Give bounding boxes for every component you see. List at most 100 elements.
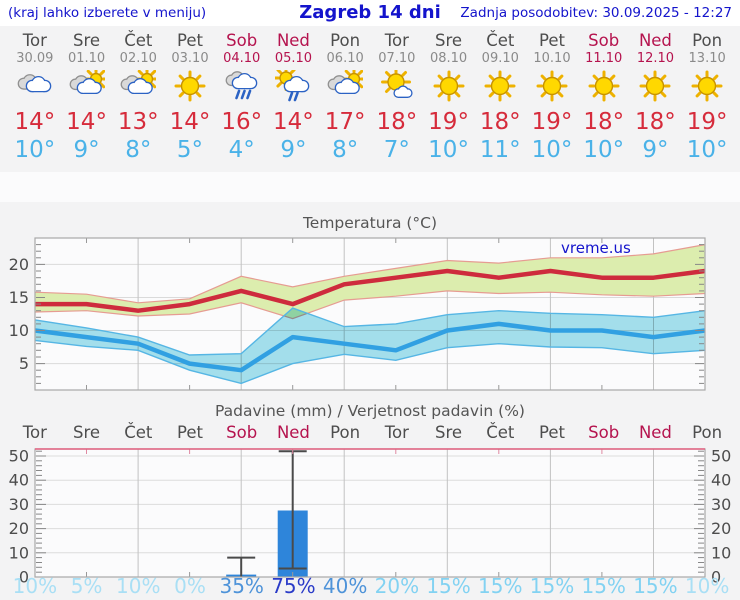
svg-text:50: 50 — [711, 447, 731, 466]
min-temp: 4° — [228, 137, 255, 163]
min-temp: 11° — [479, 137, 521, 163]
svg-text:50: 50 — [9, 447, 29, 466]
page-title: Zagreb 14 dni — [299, 2, 441, 23]
min-temp: 8° — [332, 137, 359, 163]
day-column: Tor 07.10 18° 7° — [371, 26, 423, 164]
svg-text:15: 15 — [9, 288, 29, 307]
precip-probability: 15% — [478, 574, 523, 598]
precip-day-label: Sob — [226, 423, 258, 442]
day-date: 30.09 — [16, 51, 54, 66]
min-temp: 10° — [583, 137, 625, 163]
svg-text:0: 0 — [19, 568, 29, 587]
day-name: Sre — [435, 31, 463, 50]
day-name: Sob — [226, 31, 258, 50]
precip-days-row: Tor Sre Čet Pet Sob Ned Pon Tor Sre Čet Pet Sob Ned P… — [9, 423, 733, 443]
sunny-icon — [526, 70, 578, 107]
precip-probability-row: 10% 5% 10% 0% 35% 75% 40% 20% 15% 15% 15% 15% 15% 10% — [9, 574, 733, 598]
max-temp: 18° — [583, 109, 625, 135]
day-column: Sre 08.10 19° 10° — [423, 26, 475, 164]
precip-day-label: Ned — [638, 423, 672, 442]
precip-probability: 0% — [174, 574, 206, 598]
min-temp: 10° — [14, 137, 56, 163]
rain-icon — [216, 70, 268, 107]
precip-probability: 15% — [426, 574, 471, 598]
day-name: Sob — [588, 31, 620, 50]
day-column: Tor 30.09 14° 10° — [9, 26, 61, 164]
precip-probability: 15% — [581, 574, 626, 598]
precip-day-label: Pon — [330, 423, 361, 442]
day-column: Pet 10.10 19° 10° — [526, 26, 578, 164]
svg-text:10: 10 — [9, 321, 29, 340]
precip-day-label: Sre — [435, 423, 463, 442]
max-temp: 17° — [324, 109, 366, 135]
max-temp: 19° — [428, 109, 469, 135]
max-temp: 14° — [169, 109, 211, 135]
day-date: 09.10 — [481, 51, 519, 66]
day-name: Ned — [276, 31, 310, 50]
max-temp: 13° — [117, 109, 159, 135]
precip-day-label: Tor — [384, 423, 409, 442]
day-column: Sob 04.10 16° 4° — [216, 26, 268, 164]
last-update: Zadnja posodobitev: 30.09.2025 - 12:27 — [460, 5, 732, 21]
precip-probability: 5% — [70, 574, 103, 598]
svg-text:40: 40 — [711, 471, 731, 490]
day-date: 07.10 — [378, 51, 416, 66]
max-temp: 18° — [635, 109, 676, 135]
precip-chart-title: Padavine (mm) / Verjetnost padavin (%) — [215, 402, 525, 420]
vreme-us-link[interactable]: vreme.us — [561, 239, 631, 257]
sun-rain-icon — [268, 70, 320, 107]
precip-probability: 40% — [322, 574, 368, 598]
sunny-icon — [423, 70, 475, 107]
max-temp: 19° — [531, 109, 573, 135]
day-column: Čet 02.10 13° 8° — [112, 26, 164, 164]
day-date: 02.10 — [119, 51, 157, 66]
day-column: Ned 05.10 14° 9° — [268, 26, 320, 164]
svg-text:10: 10 — [711, 543, 731, 562]
day-date: 10.10 — [533, 51, 571, 66]
menu-hint: (kraj lahko izberete v meniju) — [8, 5, 207, 21]
precip-probability: 15% — [633, 574, 678, 598]
day-column: Pon 13.10 19° 10° — [681, 26, 733, 164]
sunny-icon — [681, 70, 733, 107]
svg-text:30: 30 — [9, 495, 29, 514]
max-temp: 16° — [221, 109, 263, 135]
day-date: 04.10 — [223, 51, 261, 66]
precip-day-label: Pet — [539, 423, 565, 442]
precip-probability: 75% — [271, 574, 316, 598]
day-column: Sre 01.10 14° 9° — [61, 26, 113, 164]
cloudy-icon — [9, 70, 61, 107]
day-column: Čet 09.10 18° 11° — [474, 26, 526, 164]
precip-chart: 0 0 10 10 20 20 30 30 40 40 50 50 — [0, 446, 740, 588]
max-temp: 18° — [479, 109, 521, 135]
day-name: Pet — [539, 31, 565, 50]
precip-day-label: Pet — [177, 423, 203, 442]
precip-probability: 15% — [529, 574, 575, 598]
spacer — [0, 172, 740, 202]
temperature-chart-title: Temperatura (°C) — [302, 214, 438, 232]
day-name: Tor — [384, 31, 409, 50]
day-date: 03.10 — [171, 51, 209, 66]
mostly-sunny-icon — [371, 70, 423, 107]
max-temp: 14° — [14, 109, 56, 135]
day-date: 11.10 — [585, 51, 623, 66]
sunny-icon — [578, 70, 630, 107]
svg-text:20: 20 — [9, 255, 29, 274]
page-header: (kraj lahko izberete v meniju) Zagreb 14… — [0, 0, 740, 26]
day-name: Čet — [124, 31, 153, 50]
day-date: 12.10 — [636, 51, 675, 66]
precip-day-label: Tor — [22, 423, 47, 442]
svg-text:20: 20 — [9, 519, 29, 538]
day-column: Ned 12.10 18° 9° — [630, 26, 682, 164]
partly-sunny-icon — [112, 70, 164, 107]
day-name: Čet — [486, 31, 515, 50]
day-name: Sre — [73, 31, 101, 50]
day-column: Sob 11.10 18° 10° — [578, 26, 630, 164]
min-temp: 8° — [125, 137, 152, 163]
min-temp: 9° — [73, 137, 100, 163]
precip-day-label: Ned — [276, 423, 310, 442]
precip-day-label: Čet — [124, 423, 153, 442]
sunny-icon — [630, 70, 682, 107]
min-temp: 10° — [531, 137, 573, 163]
precip-day-label: Sob — [588, 423, 620, 442]
